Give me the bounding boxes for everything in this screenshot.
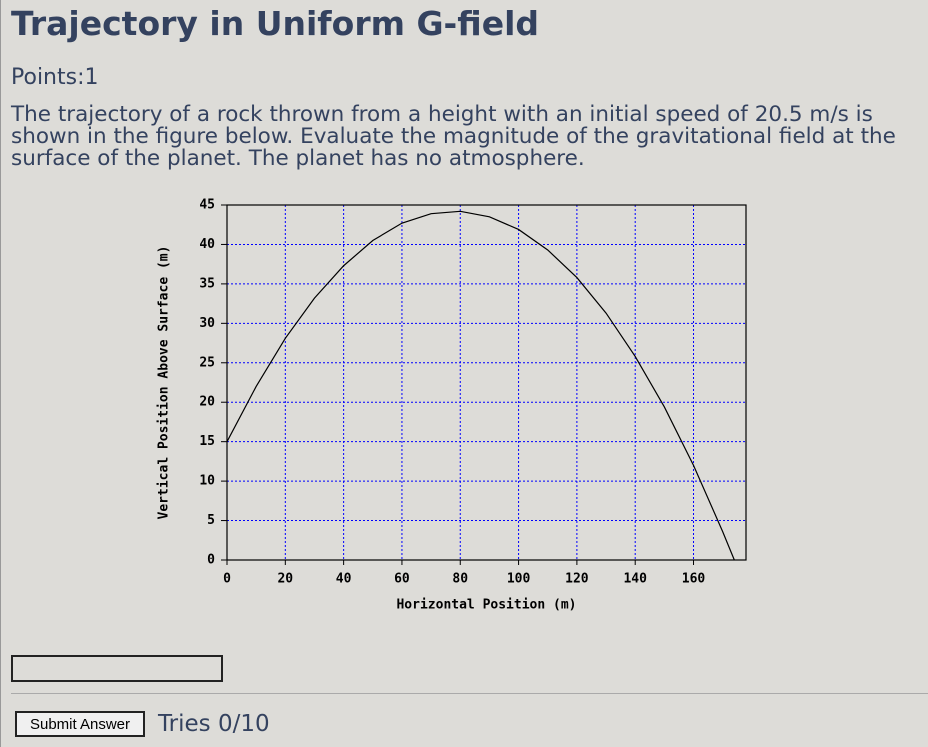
y-axis-label: Vertical Position Above Surface (m) bbox=[157, 246, 172, 520]
x-tick-label: 160 bbox=[682, 572, 706, 587]
points: Points:1 bbox=[11, 65, 99, 90]
plot-area bbox=[227, 205, 746, 560]
y-tick-label: 5 bbox=[207, 513, 215, 528]
page-title: Trajectory in Uniform G-field bbox=[11, 4, 540, 43]
y-tick-label: 35 bbox=[199, 276, 215, 291]
y-tick-label: 20 bbox=[199, 395, 215, 410]
chart: 0 5 10 15 20 25 30 35 40 45 0 20 40 60 80 100 120 140 160 H… bbox=[157, 198, 747, 613]
y-tick-label: 10 bbox=[199, 474, 215, 489]
x-tick-label: 0 bbox=[223, 572, 231, 587]
x-axis-label: Horizontal Position (m) bbox=[396, 598, 576, 613]
question-text: The trajectory of a rock thrown from a h… bbox=[11, 102, 896, 171]
y-tick-label: 30 bbox=[199, 316, 215, 331]
x-tick-label: 60 bbox=[394, 572, 410, 587]
y-tick-label: 15 bbox=[199, 434, 215, 449]
trajectory-line bbox=[226, 210, 735, 561]
y-tick-label: 0 bbox=[207, 553, 215, 568]
x-tick-label: 100 bbox=[507, 572, 531, 587]
y-tick-label: 45 bbox=[199, 198, 215, 213]
answer-input[interactable] bbox=[11, 655, 223, 682]
x-tick-label: 120 bbox=[565, 572, 589, 587]
y-tick-label: 25 bbox=[199, 355, 215, 370]
tries-counter: Tries 0/10 bbox=[158, 711, 270, 737]
x-tick-label: 80 bbox=[452, 572, 468, 587]
x-tick-label: 40 bbox=[336, 572, 352, 587]
plot-frame bbox=[226, 204, 747, 561]
y-tick-label: 40 bbox=[199, 237, 215, 252]
separator bbox=[11, 693, 928, 694]
x-tick-label: 140 bbox=[623, 572, 647, 587]
submit-button[interactable]: Submit Answer bbox=[15, 711, 145, 737]
x-tick-label: 20 bbox=[277, 572, 293, 587]
